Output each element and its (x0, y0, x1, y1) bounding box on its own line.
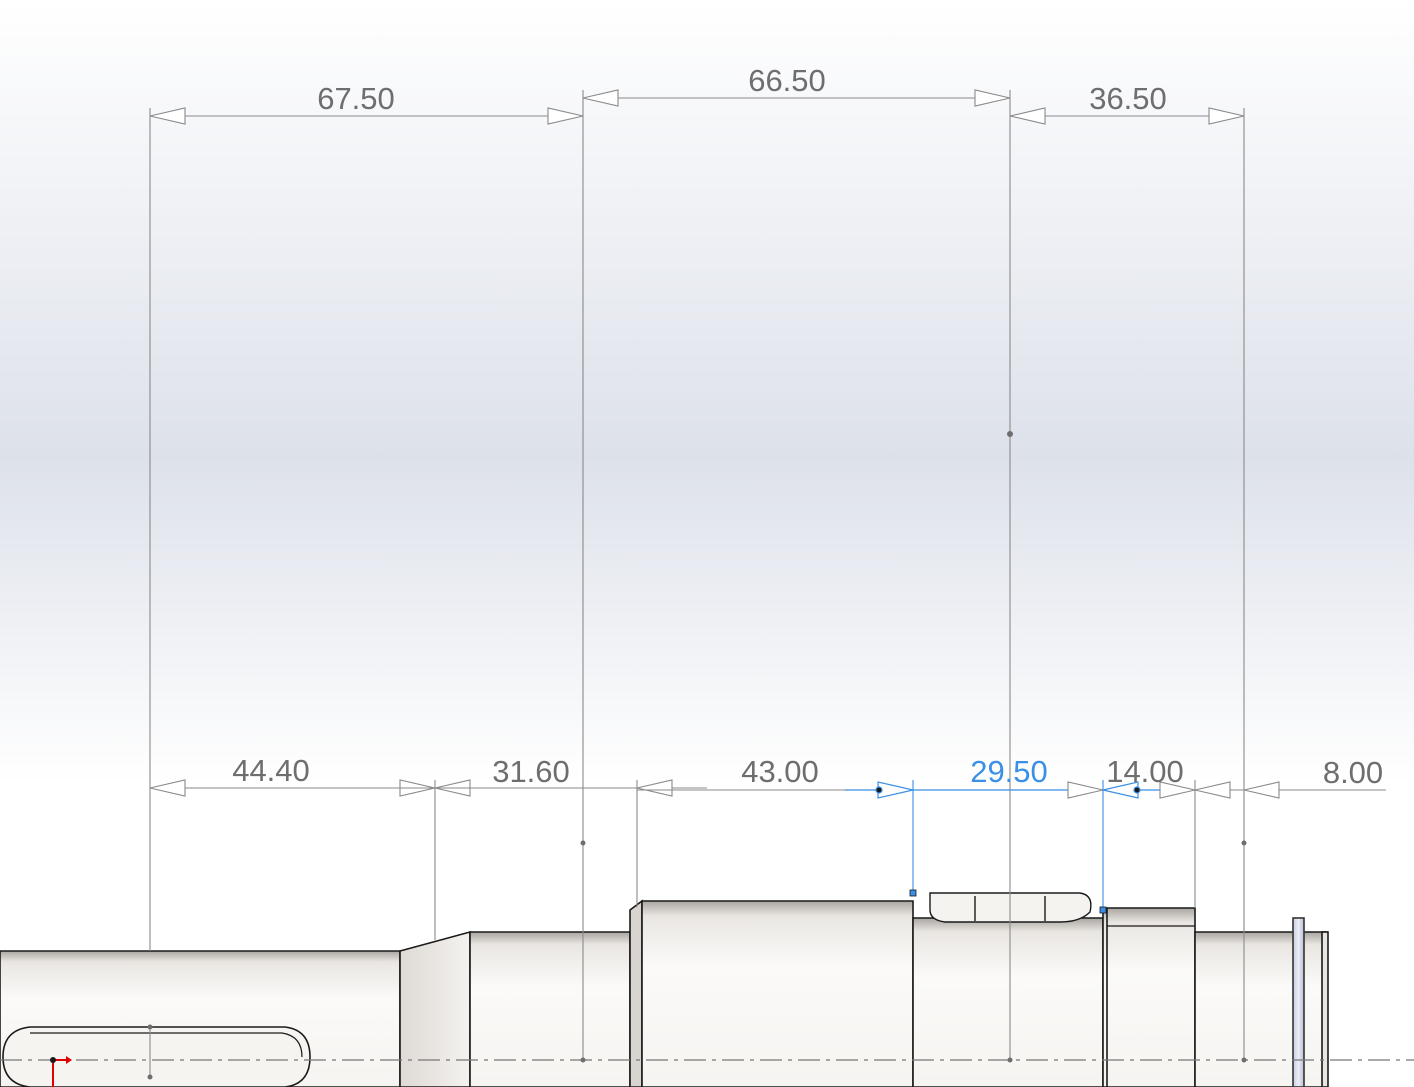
dimension-29-50-selected[interactable] (845, 781, 1195, 914)
dimension-31-60[interactable] (365, 779, 707, 797)
dimension-label[interactable]: 31.60 (492, 754, 570, 789)
dimension-label[interactable]: 66.50 (748, 63, 826, 98)
extension-points (147, 431, 1247, 1080)
extension-lines (149, 90, 1245, 1077)
dimension-label[interactable]: 14.00 (1106, 754, 1184, 789)
dimension-36-50[interactable] (1009, 107, 1245, 125)
shaft-segment-3[interactable] (641, 900, 914, 1087)
shaft-segment-5[interactable] (1102, 907, 1196, 1087)
keyway-slot[interactable] (2, 1026, 311, 1087)
dimension-66-50[interactable] (582, 89, 1011, 107)
dimension-8-00[interactable] (1194, 781, 1386, 799)
shaft-segment-4[interactable] (912, 917, 1104, 1087)
dimension-label-selected[interactable]: 29.50 (970, 754, 1048, 789)
origin-triad-icon[interactable] (50, 1056, 72, 1087)
dimension-label[interactable]: 43.00 (741, 754, 819, 789)
shaft-taper[interactable] (399, 930, 471, 1087)
dimension-67-50[interactable] (149, 107, 584, 125)
dimension-label[interactable]: 36.50 (1089, 81, 1167, 116)
selected-extension-lines (912, 780, 1104, 908)
shaft-shoulder-chamfer (629, 899, 643, 1087)
shaft-segment-6[interactable] (1194, 931, 1328, 1087)
shaft-segment-2[interactable] (469, 931, 631, 1087)
dimension-label[interactable]: 8.00 (1323, 755, 1383, 790)
dimension-label[interactable]: 67.50 (317, 81, 395, 116)
retaining-ring[interactable] (1292, 917, 1305, 1087)
dimension-14-00[interactable] (1067, 781, 1196, 799)
dimension-label[interactable]: 44.40 (232, 753, 310, 788)
